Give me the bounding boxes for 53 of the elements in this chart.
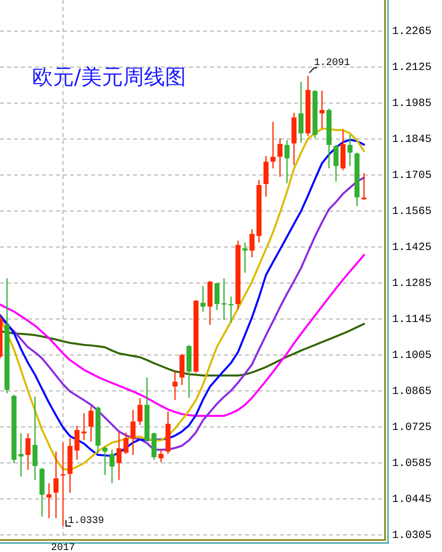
candlestick <box>25 432 31 470</box>
candlestick <box>298 81 304 144</box>
y-tick-label: 1.1145 <box>392 314 432 326</box>
line-series <box>0 254 365 417</box>
candlestick <box>137 398 143 426</box>
candlestick <box>88 406 94 442</box>
candlestick <box>53 450 59 519</box>
candlestick <box>116 430 122 480</box>
candlestick <box>109 449 115 484</box>
y-tick-label: 1.1845 <box>392 134 432 146</box>
candlestick <box>277 138 283 178</box>
y-tick-label: 1.0585 <box>392 458 432 470</box>
annotation: 1.0339 <box>66 516 104 528</box>
candlestick <box>214 282 220 311</box>
y-tick-label: 1.1285 <box>392 278 432 290</box>
candlestick <box>179 353 185 386</box>
y-tick-label: 1.1565 <box>392 206 432 218</box>
candlestick <box>347 134 353 167</box>
candlestick <box>130 409 136 456</box>
candlestick <box>151 432 157 460</box>
y-tick-label: 1.0865 <box>392 386 432 398</box>
y-tick-label: 1.1005 <box>392 350 432 362</box>
candlestick <box>249 228 255 258</box>
y-tick-label: 1.0725 <box>392 422 432 434</box>
candlestick <box>46 482 52 519</box>
candlestick <box>158 449 164 463</box>
y-tick-label: 1.2125 <box>392 62 432 74</box>
candlestick <box>123 432 129 454</box>
candlestick <box>102 446 108 476</box>
candlestick <box>263 155 269 198</box>
y-tick-label: 1.1985 <box>392 98 432 110</box>
candlestick <box>172 371 178 401</box>
annotation: 1.2091 <box>309 58 350 74</box>
candlestick <box>284 139 290 184</box>
candlestick <box>74 425 80 460</box>
y-tick-label: 1.0445 <box>392 494 432 506</box>
y-tick-label: 1.2265 <box>392 26 432 38</box>
candlestick <box>200 285 206 312</box>
candlestick <box>60 442 66 527</box>
candlestick <box>361 172 367 201</box>
candlestick <box>18 432 24 478</box>
y-tick-label: 1.0305 <box>392 530 432 542</box>
y-tick-label: 1.1705 <box>392 170 432 182</box>
candlestick <box>81 412 87 441</box>
y-tick-label: 1.1425 <box>392 242 432 254</box>
candlestick <box>32 396 38 480</box>
candlestick <box>228 296 234 324</box>
text: 欧元/美元周线图 <box>32 65 186 89</box>
candlestick <box>333 144 339 182</box>
annotation: 1.2091 <box>314 58 350 69</box>
candlestick <box>319 90 325 129</box>
candlestick <box>270 121 276 169</box>
x-tick-label: 2017 <box>50 543 76 552</box>
